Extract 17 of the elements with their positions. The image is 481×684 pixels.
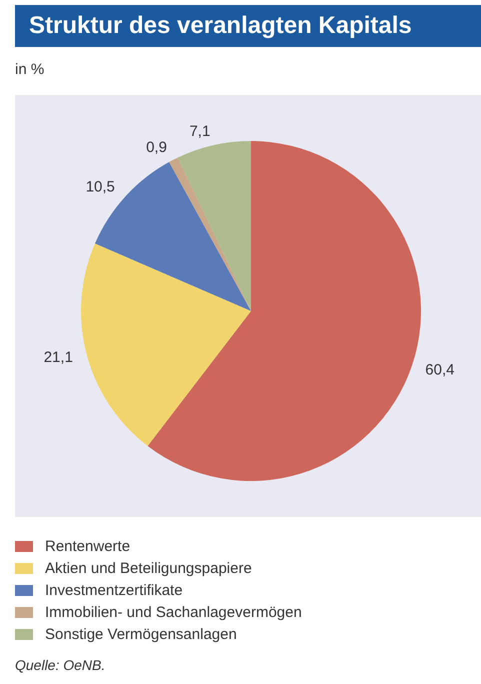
data-label: 10,5 xyxy=(86,178,115,196)
chart-title: Struktur des veranlagten Kapitals xyxy=(15,5,481,47)
pie-slice xyxy=(169,158,251,311)
source-note: Quelle: OeNB. xyxy=(15,657,106,673)
data-label: 7,1 xyxy=(189,123,210,140)
pie-slice xyxy=(178,141,251,311)
legend-label: Immobilien- und Sachanlagevermögen xyxy=(45,604,302,620)
data-label: 21,1 xyxy=(44,348,73,366)
pie-slice xyxy=(148,141,421,481)
data-label: 60,4 xyxy=(425,362,454,379)
legend-label: Sonstige Vermögensanlagen xyxy=(45,626,237,642)
pie-slice xyxy=(81,243,251,446)
chart-subtitle: in % xyxy=(15,61,46,78)
legend-label: Aktien und Beteiligungspapiere xyxy=(45,560,252,576)
legend-label: Investmentzertifikate xyxy=(45,582,183,598)
legend-label: Rentenwerte xyxy=(45,538,130,554)
data-label: 0,9 xyxy=(146,138,167,156)
